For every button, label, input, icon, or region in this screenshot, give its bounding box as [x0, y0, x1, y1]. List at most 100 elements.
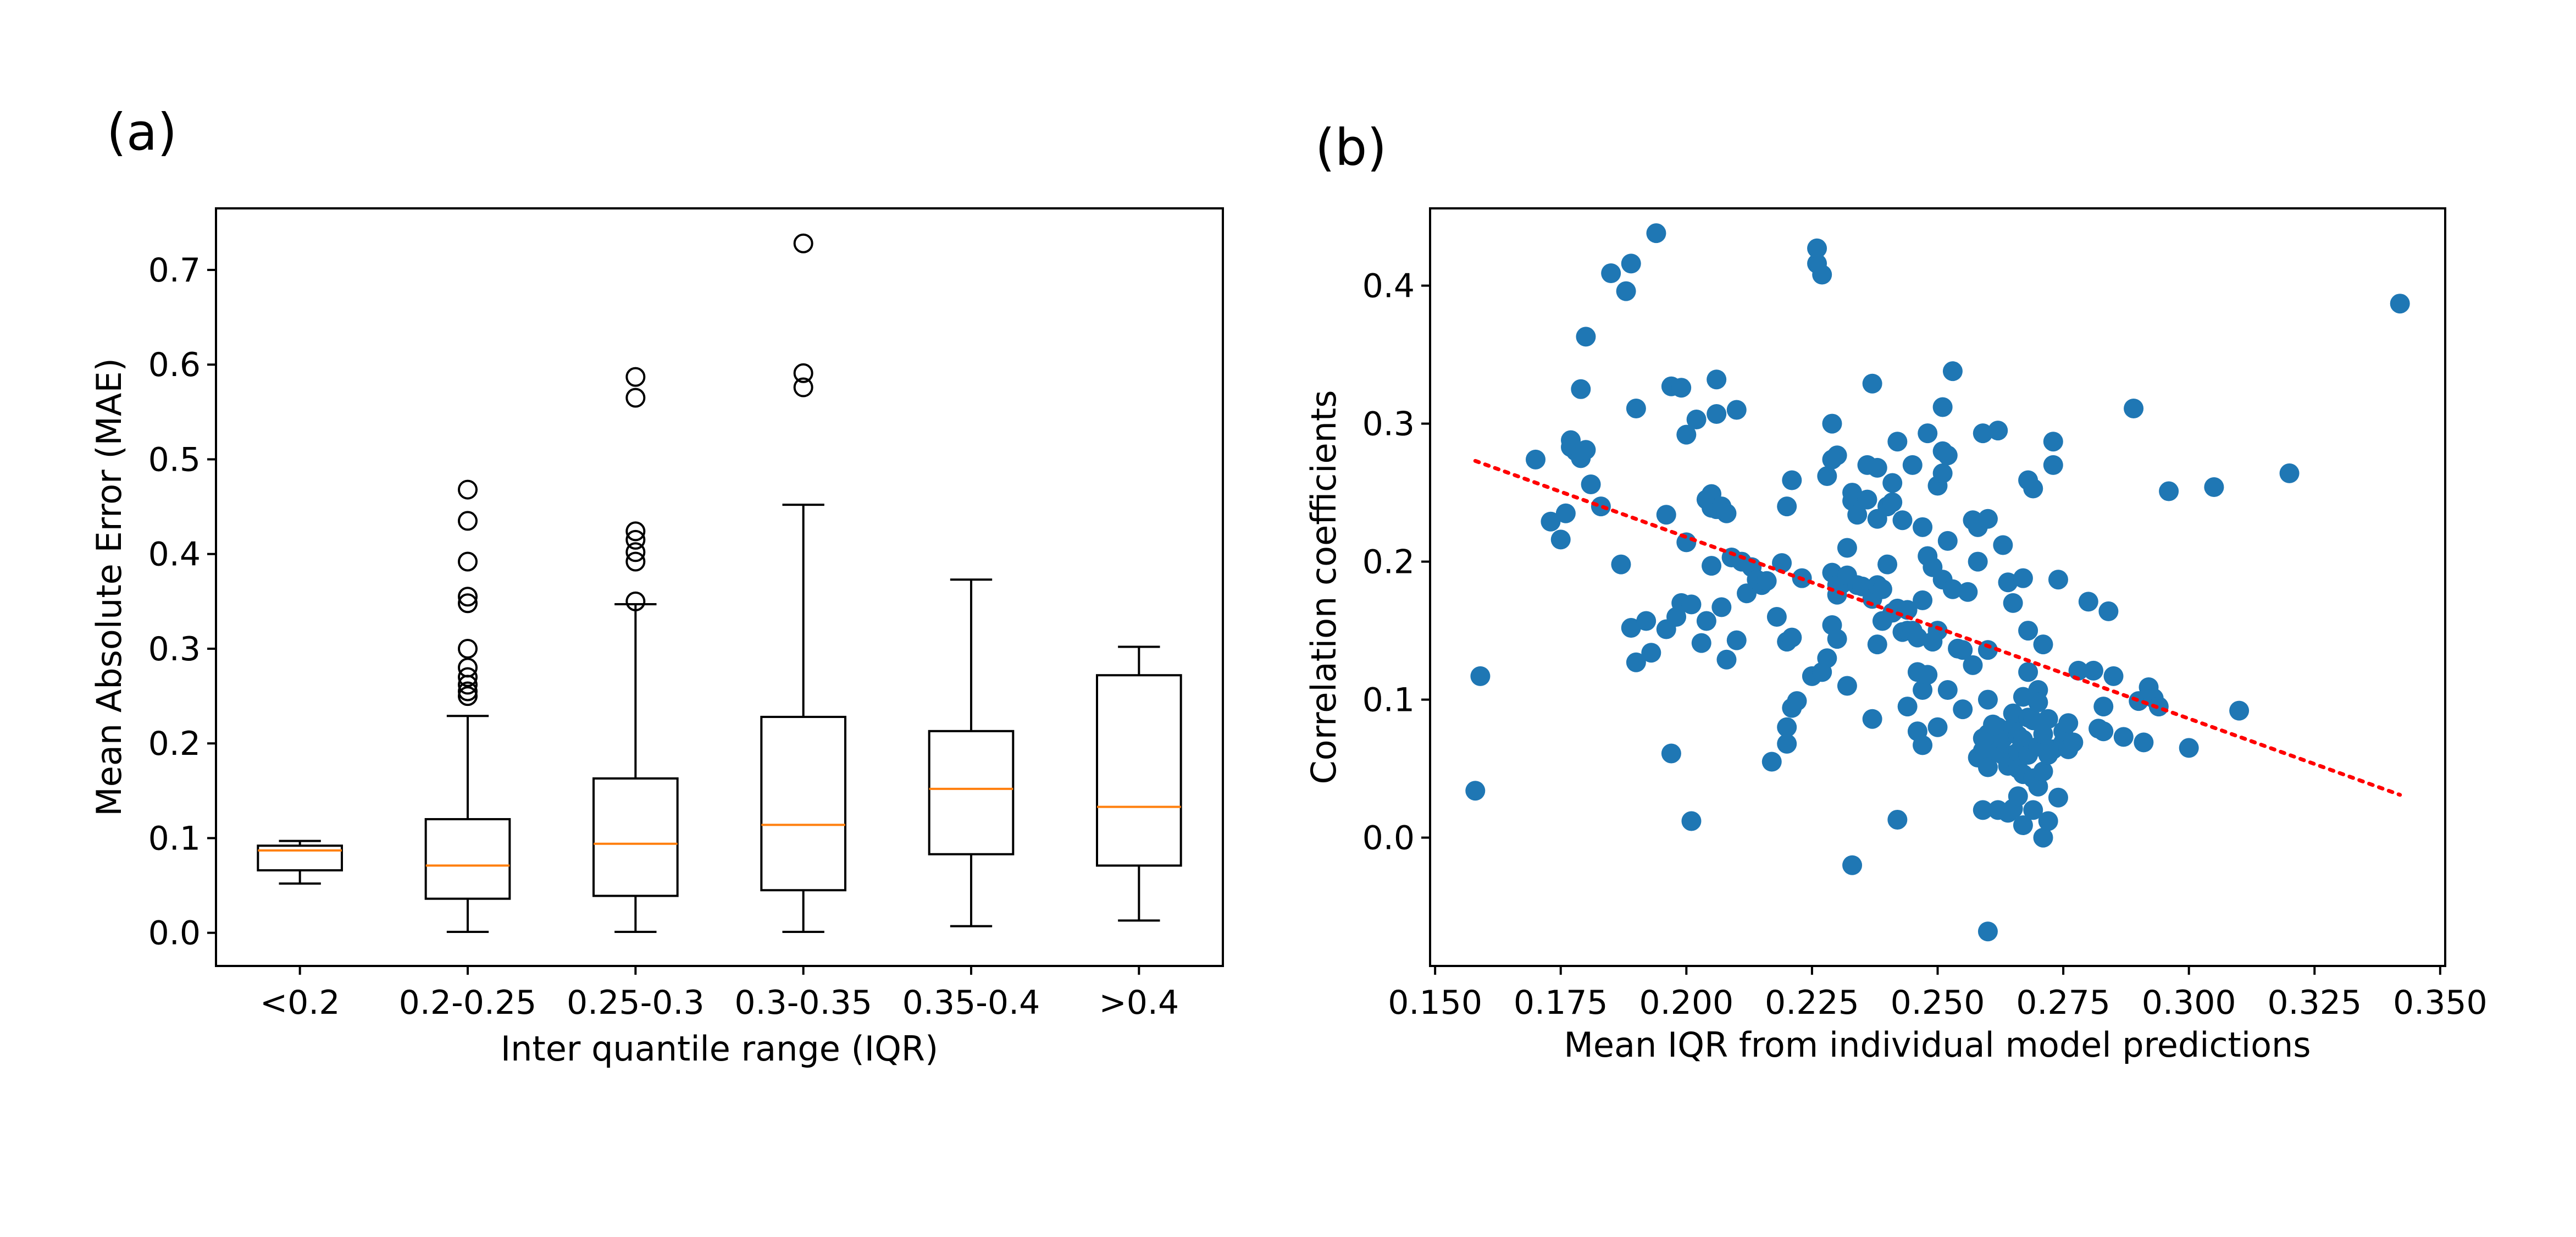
- scatter-point: [1707, 404, 1727, 424]
- panel-a-y-axis-label: Mean Absolute Error (MAE): [89, 358, 129, 816]
- scatter-point: [1581, 474, 1601, 495]
- scatter-point: [1661, 743, 1681, 764]
- panel-b-scatter: (b) 0.0 0.1 0.2 0.3 0.4 0.150 0.175 0.200 0.225…: [1304, 118, 2488, 1065]
- scatter-point: [1953, 640, 1973, 660]
- y-tick-label: 0.4: [1362, 267, 1415, 306]
- scatter-point: [2129, 691, 2149, 711]
- scatter-point: [2113, 727, 2134, 747]
- scatter-point: [1817, 648, 1837, 669]
- panel-b-label: (b): [1315, 118, 1387, 177]
- scatter-point: [1611, 554, 1631, 575]
- scatter-point: [1812, 264, 1832, 285]
- scatter-point: [2093, 697, 2114, 717]
- x-tick-label: 0.275: [2016, 984, 2110, 1022]
- scatter-point: [2048, 787, 2068, 808]
- y-tick-label: 0.3: [148, 630, 201, 669]
- scatter-point: [1761, 752, 1782, 772]
- panel-b-y-ticks: 0.0 0.1 0.2 0.3 0.4: [1362, 267, 1430, 858]
- scatter-point: [1857, 489, 1877, 510]
- scatter-point: [2013, 730, 2033, 750]
- scatter-point: [1616, 281, 1636, 301]
- scatter-point: [1696, 611, 1716, 631]
- scatter-point: [2229, 700, 2250, 721]
- outlier-point: [625, 542, 646, 562]
- box: [928, 730, 1015, 855]
- scatter-point: [1681, 811, 1702, 831]
- scatter-point: [1822, 413, 1842, 434]
- y-tick-label: 0.0: [148, 914, 201, 953]
- scatter-point: [2033, 827, 2053, 848]
- y-tick-label: 0.6: [148, 346, 201, 384]
- scatter-point: [2033, 761, 2053, 782]
- scatter-point: [1998, 572, 2018, 593]
- scatter-point: [1591, 496, 1611, 517]
- outlier-point: [458, 681, 478, 702]
- panel-a-boxplot: (a) 0.0 0.1 0.2 0.3 0.4 0.5 0.6 0.7 <0.2 0.2-0.2…: [89, 103, 1224, 1069]
- panel-a-frame: [215, 207, 1224, 967]
- x-tick-label: 0.250: [1891, 984, 1985, 1022]
- scatter-point: [1847, 505, 1868, 525]
- scatter-point: [1782, 470, 1802, 490]
- scatter-point: [2003, 703, 2023, 724]
- x-tick-label: 0.25-0.3: [567, 984, 705, 1022]
- scatter-point: [1576, 327, 1596, 347]
- scatter-point: [1646, 223, 1666, 244]
- scatter-point: [1526, 449, 1546, 470]
- outlier-point: [793, 233, 813, 253]
- x-tick-label: 0.350: [2393, 984, 2488, 1022]
- scatter-point: [1973, 800, 1993, 820]
- scatter-point: [2159, 481, 2179, 501]
- scatter-point: [1882, 473, 1903, 493]
- scatter-point: [2124, 398, 2144, 418]
- panel-a-marks: [257, 233, 1182, 933]
- y-tick-label: 0.2: [148, 725, 201, 763]
- scatter-point: [1716, 503, 1737, 523]
- scatter-point: [1913, 680, 1933, 700]
- x-tick-label: 0.325: [2267, 984, 2362, 1022]
- scatter-point: [1576, 440, 1596, 460]
- scatter-point: [2028, 692, 2048, 713]
- scatter-point: [1977, 509, 1998, 529]
- scatter-point: [1973, 423, 1993, 444]
- scatter-point: [2083, 660, 2103, 681]
- scatter-point: [2093, 721, 2114, 742]
- scatter-point: [2098, 601, 2119, 621]
- outlier-point: [625, 367, 646, 387]
- scatter-point: [2013, 568, 2033, 588]
- scatter-point: [1937, 680, 1958, 700]
- scatter-point: [1918, 423, 1938, 444]
- scatter-point: [1977, 921, 1998, 942]
- scatter-point: [1641, 643, 1661, 663]
- scatter-point: [1827, 445, 1847, 466]
- outlier-point: [625, 551, 646, 572]
- x-tick-label: 0.175: [1514, 984, 1608, 1022]
- scatter-point: [1571, 379, 1591, 399]
- scatter-point: [1907, 627, 1927, 648]
- scatter-point: [2179, 738, 2199, 758]
- panel-b-y-axis-label: Correlation coefficients: [1304, 390, 1344, 784]
- scatter-point: [1807, 238, 1827, 258]
- scatter-point: [1918, 665, 1938, 685]
- scatter-point: [1621, 253, 1641, 274]
- scatter-point: [1827, 629, 1847, 649]
- scatter-point: [2063, 732, 2084, 753]
- scatter-point: [2068, 660, 2089, 681]
- scatter-point: [1541, 511, 1561, 532]
- scatter-point: [1842, 855, 1863, 875]
- scatter-point: [2023, 710, 2043, 731]
- scatter-point: [1993, 535, 2013, 555]
- outlier-point: [793, 363, 813, 383]
- scatter-point: [1691, 633, 1711, 653]
- outlier-point: [625, 388, 646, 408]
- scatter-point: [1686, 410, 1707, 430]
- scatter-point: [2043, 432, 2063, 452]
- x-tick-label: 0.150: [1388, 984, 1482, 1022]
- scatter-point: [1777, 717, 1797, 737]
- scatter-point: [1977, 640, 1998, 660]
- scatter-point: [1817, 466, 1837, 486]
- scatter-point: [1470, 666, 1491, 686]
- y-tick-label: 0.2: [1362, 543, 1415, 582]
- x-tick-label: 0.225: [1765, 984, 1859, 1022]
- x-tick-label: <0.2: [260, 984, 340, 1022]
